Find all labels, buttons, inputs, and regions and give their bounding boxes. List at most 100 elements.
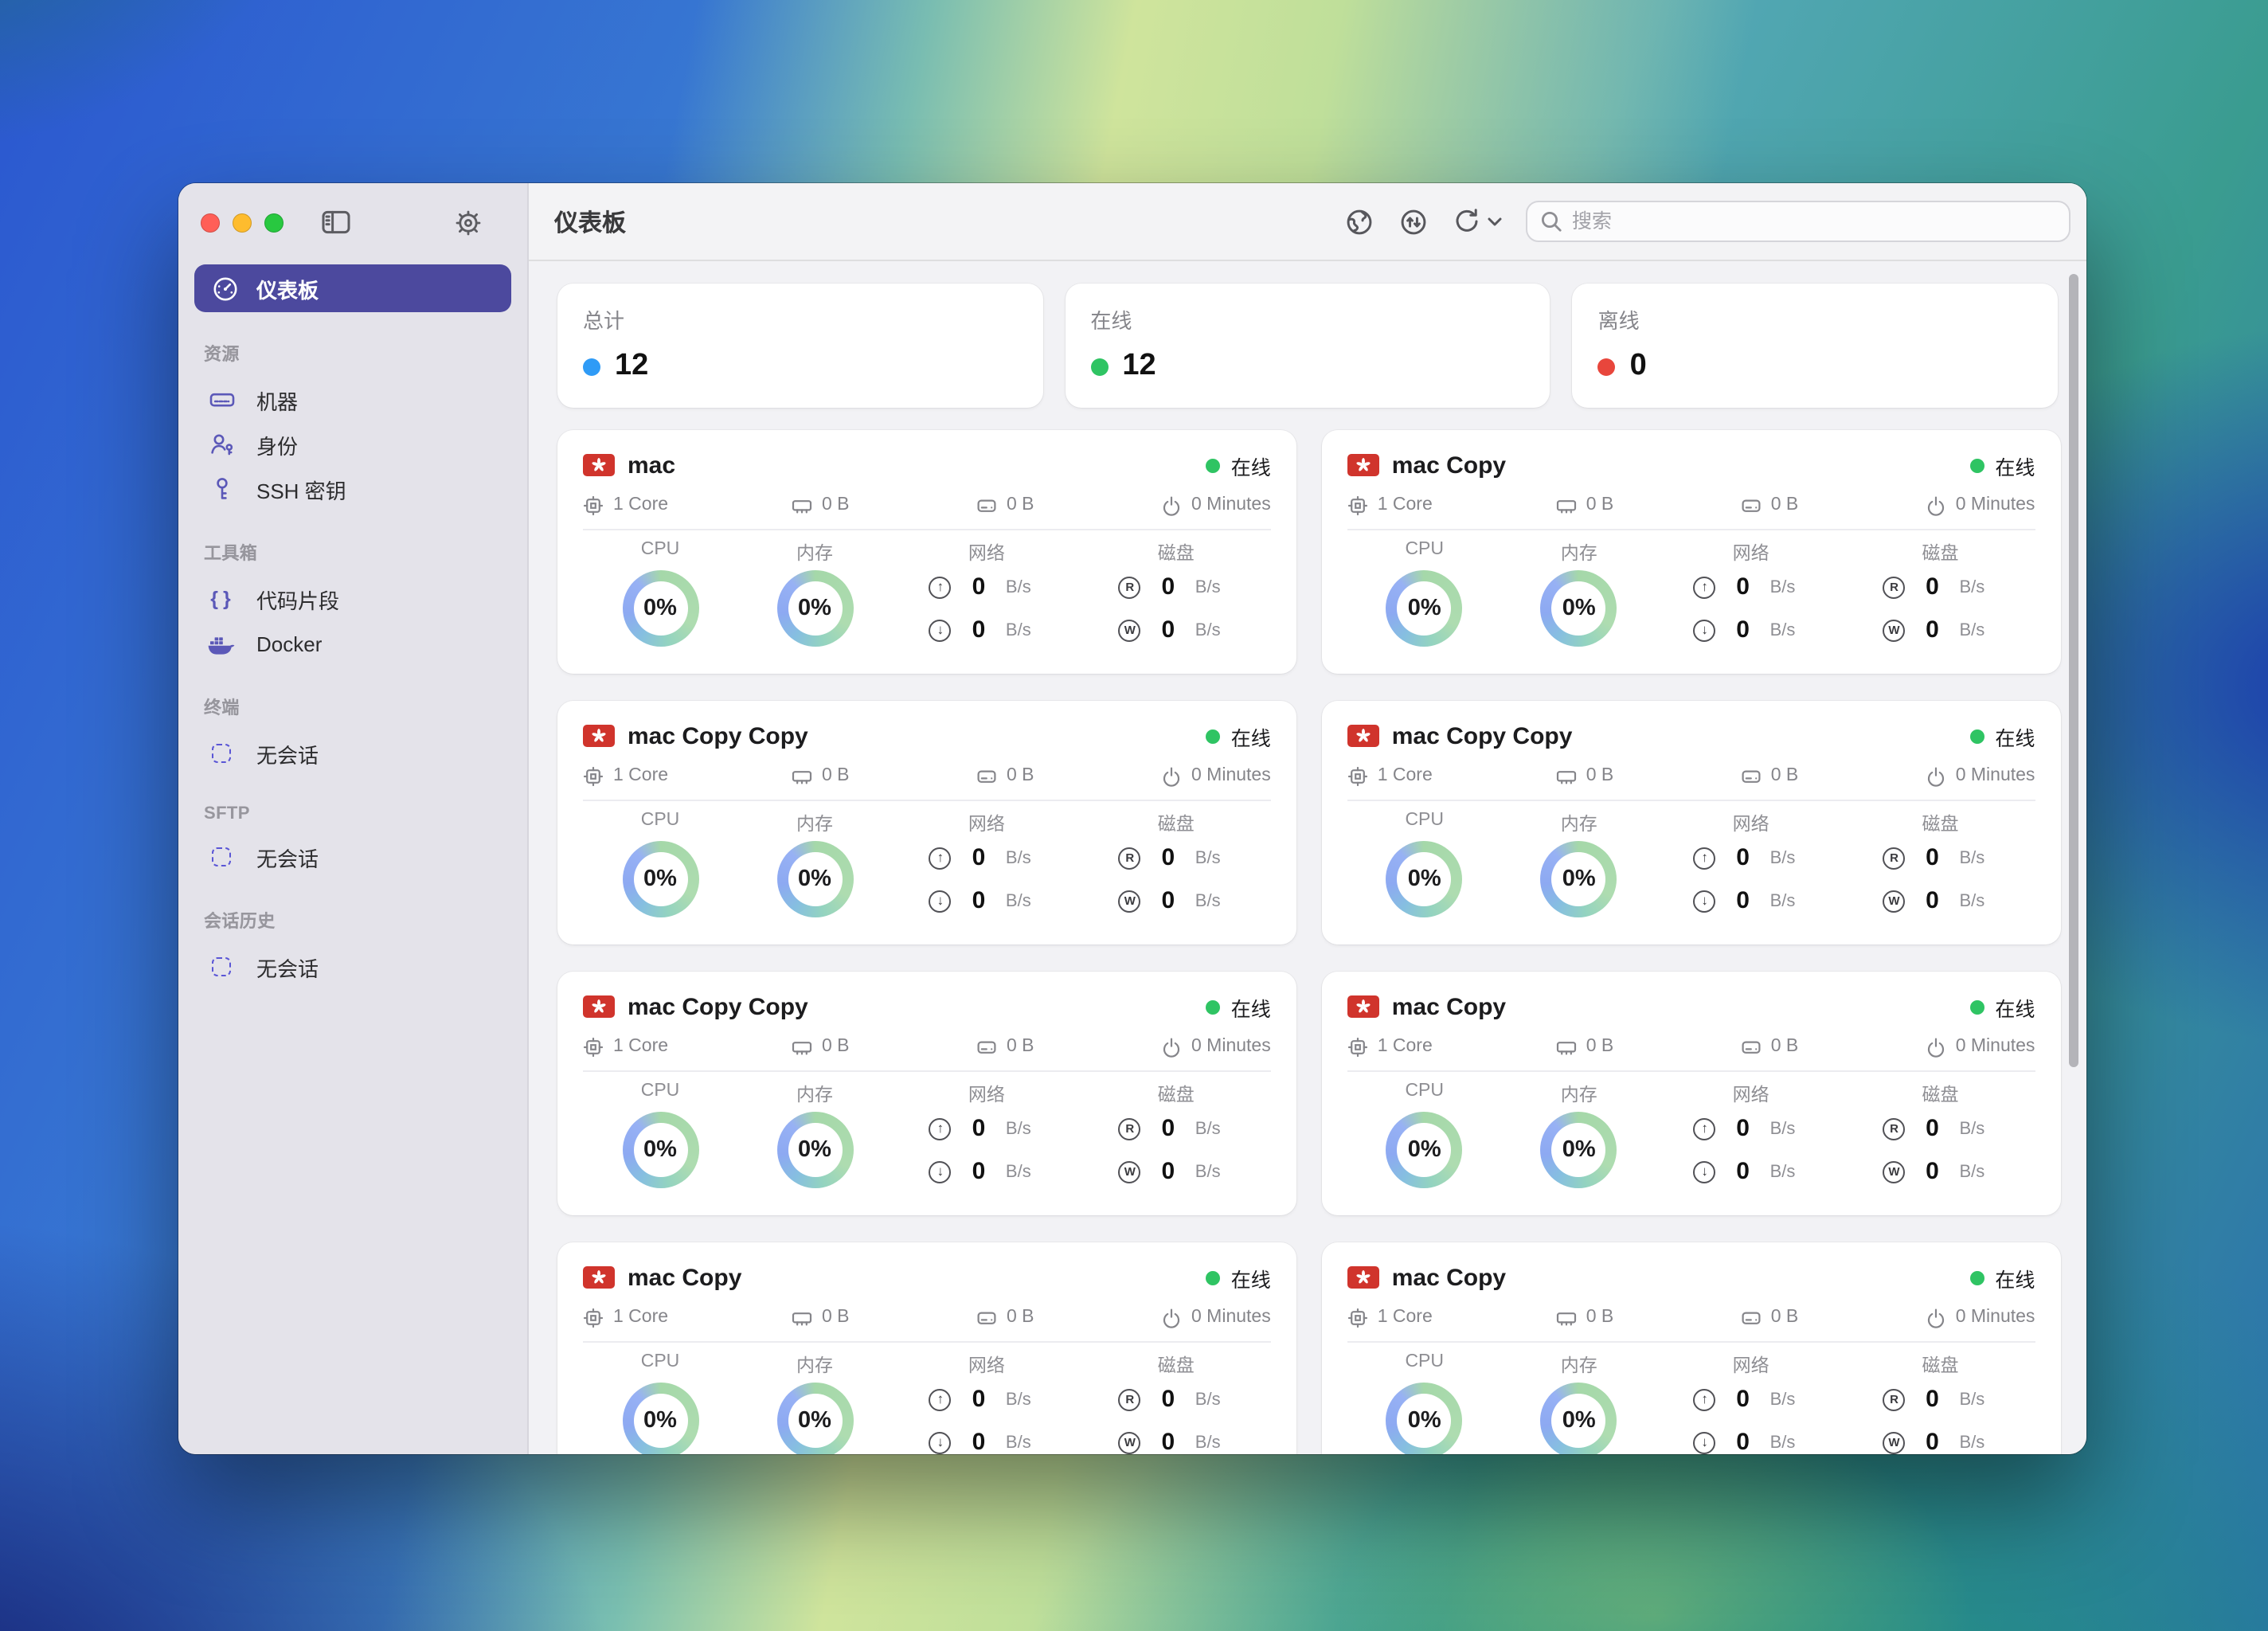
machine-status-label: 在线 <box>1230 1269 1271 1291</box>
memory-donut: 0% <box>1540 841 1617 917</box>
search-input[interactable] <box>1572 210 2056 233</box>
hongkong-flag-icon <box>583 1266 615 1289</box>
disk-write-value: 0 <box>1161 616 1175 643</box>
sidebar-item-1-0[interactable]: { } 代码片段 <box>194 577 511 621</box>
sidebar-item-dashboard[interactable]: 仪表板 <box>194 264 511 312</box>
uptime-power-icon <box>1926 1036 1946 1057</box>
machine-card-header: mac Copy Copy 在线 <box>1347 718 2035 753</box>
machine-card[interactable]: mac Copy Copy 在线 1 Core <box>1321 701 2061 945</box>
spec-memory: 0 B <box>1556 765 1741 787</box>
docker-icon <box>207 632 236 655</box>
memory-gauge: 内存 0% <box>1502 811 1656 917</box>
hongkong-flag-icon <box>583 454 615 476</box>
cpu-gauge-label: CPU <box>1405 811 1444 830</box>
cpu-chip-icon <box>583 1307 604 1328</box>
cpu-gauge: CPU 0% <box>1347 1352 1502 1454</box>
memory-gauge-label: 内存 <box>796 1086 833 1105</box>
sidebar-item-label: 无会话 <box>256 847 319 870</box>
spec-cores-value: 1 Core <box>1377 495 1433 514</box>
network-map-button[interactable] <box>1344 206 1374 237</box>
sidebar-section-items: 无会话 <box>194 835 511 879</box>
sidebar-item-3-0[interactable]: 无会话 <box>194 835 511 879</box>
upload-arrow-icon: ↑ <box>1693 576 1716 598</box>
sidebar-item-4-0[interactable]: 无会话 <box>194 945 511 989</box>
sidebar-item-1-1[interactable]: Docker <box>194 621 511 666</box>
close-button[interactable] <box>201 213 220 232</box>
machine-card[interactable]: mac 在线 1 Core <box>557 430 1296 674</box>
network-up-value: 0 <box>1736 1386 1750 1413</box>
disk-read-value: 0 <box>1926 844 1939 871</box>
settings-button[interactable] <box>454 208 483 237</box>
online-status-dot <box>1969 458 1984 472</box>
sidebar-item-label: Docker <box>256 632 323 655</box>
network-up-row: ↑ 0 B/s <box>1656 1115 1846 1142</box>
sort-button[interactable] <box>1398 206 1429 237</box>
machine-card[interactable]: mac Copy 在线 1 Core <box>1321 972 2061 1215</box>
scrollbar-thumb[interactable] <box>2069 274 2078 1067</box>
cpu-percent: 0% <box>1407 1137 1441 1163</box>
machine-card[interactable]: mac Copy 在线 1 Core <box>1321 430 2061 674</box>
disk-label: 磁盘 <box>1157 1086 1195 1105</box>
network-down-unit: B/s <box>1005 1433 1031 1452</box>
network-rows: ↑ 0 B/s ↓ 0 B/s <box>1656 573 1846 643</box>
zoom-button[interactable] <box>264 213 284 232</box>
cpu-donut: 0% <box>622 570 698 647</box>
memory-gauge-label: 内存 <box>1560 545 1597 564</box>
spec-memory: 0 B <box>792 765 976 787</box>
online-status-dot <box>1205 1270 1220 1285</box>
disk-label: 磁盘 <box>1157 816 1195 835</box>
machine-card[interactable]: mac Copy Copy 在线 1 Core <box>557 972 1296 1215</box>
spec-uptime: 0 Minutes <box>1161 765 1271 787</box>
machine-name: mac Copy <box>1391 993 1507 1020</box>
disk-write-value: 0 <box>1926 887 1939 914</box>
spec-disk-value: 0 B <box>1007 766 1034 785</box>
machine-specs: 1 Core 0 B 0 B <box>583 1035 1271 1058</box>
memory-donut: 0% <box>1540 1112 1617 1188</box>
sidebar-item-0-2[interactable]: SSH 密钥 <box>194 467 511 511</box>
machine-specs: 1 Core 0 B 0 B <box>583 494 1271 516</box>
storage-drive-icon <box>976 495 997 515</box>
refresh-button[interactable] <box>1453 207 1481 236</box>
toggle-sidebar-button[interactable] <box>322 209 350 236</box>
stat-value-row: 0 <box>1597 349 2032 384</box>
disk-write-unit: B/s <box>1959 1162 1985 1181</box>
spec-memory-value: 0 B <box>822 1308 850 1327</box>
write-circle-icon: W <box>1118 1160 1141 1183</box>
machine-status: 在线 <box>1969 1262 2035 1293</box>
disk-io: 磁盘 R 0 B/s W 0 B/s <box>1081 540 1271 647</box>
stat-value: 0 <box>1629 349 1647 382</box>
network-down-unit: B/s <box>1005 891 1031 910</box>
storage-drive-icon <box>1741 765 1762 786</box>
machine-status-label: 在线 <box>1230 998 1271 1020</box>
machine-name: mac Copy <box>1391 1264 1507 1291</box>
network-up-unit: B/s <box>1769 1119 1796 1138</box>
network-down-row: ↓ 0 B/s <box>1656 1158 1846 1185</box>
disk-write-value: 0 <box>1926 1429 1939 1454</box>
network-down-value: 0 <box>1736 616 1750 643</box>
sidebar-item-2-0[interactable]: 无会话 <box>194 731 511 776</box>
disk-read-unit: B/s <box>1195 1390 1221 1409</box>
machine-status-label: 在线 <box>1995 1269 2035 1291</box>
spec-cores: 1 Core <box>1347 765 1556 787</box>
memory-donut: 0% <box>1540 1383 1617 1454</box>
write-circle-icon: W <box>1118 890 1141 912</box>
memory-percent: 0% <box>1562 1137 1596 1163</box>
machine-card-header: mac Copy Copy 在线 <box>583 718 1271 753</box>
download-arrow-icon: ↓ <box>1693 619 1716 641</box>
memory-gauge: 内存 0% <box>737 540 892 647</box>
storage-drive-icon <box>976 1307 997 1328</box>
machine-card-header: mac Copy 在线 <box>1347 989 2035 1024</box>
spec-disk-value: 0 B <box>1770 1308 1799 1327</box>
sidebar-item-label: 身份 <box>256 434 299 458</box>
disk-read-value: 0 <box>1161 844 1175 871</box>
machine-card[interactable]: mac Copy Copy 在线 1 Core <box>557 701 1296 945</box>
machine-card[interactable]: mac Copy 在线 1 Core <box>557 1242 1296 1454</box>
machine-specs: 1 Core 0 B 0 B <box>583 765 1271 787</box>
machine-status: 在线 <box>1969 721 2035 751</box>
machine-card[interactable]: mac Copy 在线 1 Core <box>1321 1242 2061 1454</box>
cpu-donut: 0% <box>1386 1112 1463 1188</box>
sidebar-item-0-0[interactable]: 机器 <box>194 377 511 422</box>
sidebar-item-0-1[interactable]: 身份 <box>194 422 511 467</box>
minimize-button[interactable] <box>233 213 252 232</box>
refresh-options-button[interactable] <box>1488 216 1502 227</box>
